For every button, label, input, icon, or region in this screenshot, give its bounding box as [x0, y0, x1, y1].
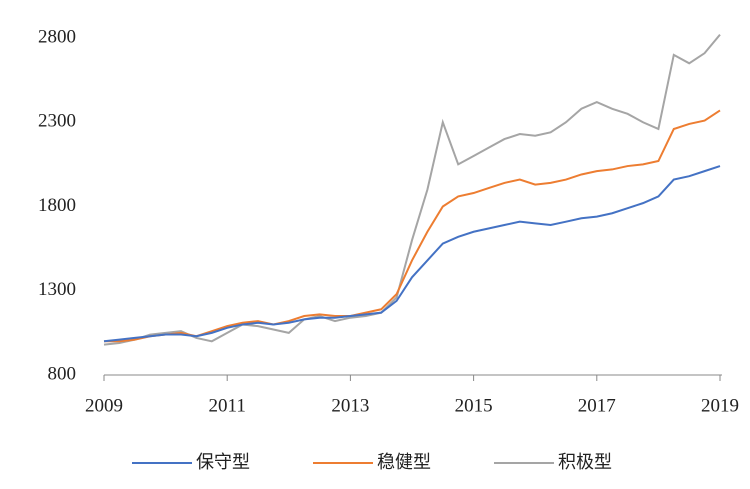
x-tick-label: 2017	[578, 395, 616, 416]
series-line	[104, 109, 721, 343]
x-tick-label: 2011	[209, 395, 246, 416]
y-tick-label: 2300	[38, 111, 76, 132]
x-tick-label: 2015	[455, 395, 493, 416]
x-tick-label: 2013	[331, 395, 369, 416]
legend-label: 积极型	[558, 452, 612, 473]
legend-label: 稳健型	[377, 452, 431, 473]
y-tick-label: 800	[48, 363, 77, 384]
y-tick-label: 1300	[38, 279, 76, 300]
series-line	[103, 33, 721, 346]
x-tick-label: 2009	[85, 395, 123, 416]
x-tick-label: 2019	[701, 395, 739, 416]
legend: 保守型 稳健型 积极型	[132, 452, 612, 473]
y-tick-label: 2800	[38, 26, 76, 47]
y-tick-label: 1800	[38, 195, 76, 216]
legend-label: 保守型	[196, 452, 250, 473]
series-line	[103, 165, 721, 343]
